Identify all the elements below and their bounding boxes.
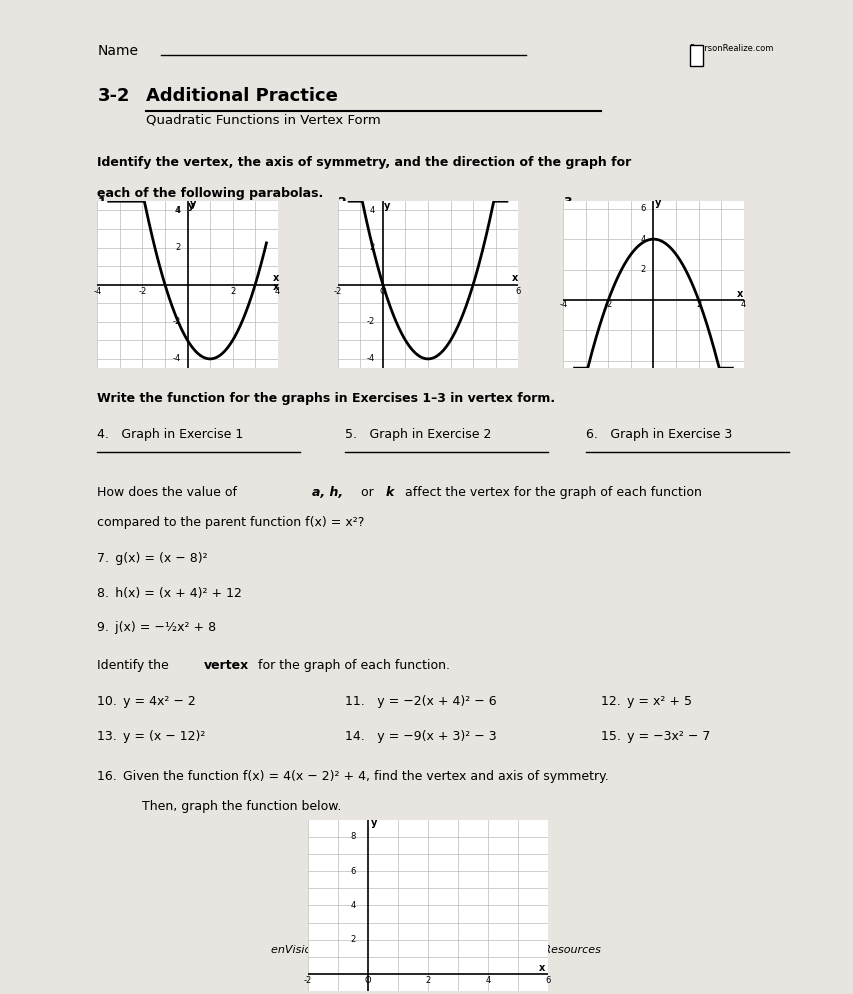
Text: 11. y = −2(x + 4)² − 6: 11. y = −2(x + 4)² − 6: [345, 696, 496, 709]
Text: -4: -4: [559, 300, 566, 309]
FancyBboxPatch shape: [689, 45, 702, 66]
Text: 10. y = 4x² − 2: 10. y = 4x² − 2: [97, 696, 196, 709]
Text: 4: 4: [176, 206, 181, 215]
Text: 2: 2: [369, 244, 374, 252]
Text: 7. g(x) = (x − 8)²: 7. g(x) = (x − 8)²: [97, 553, 208, 566]
Text: each of the following parabolas.: each of the following parabolas.: [97, 187, 323, 200]
Text: x: x: [736, 289, 742, 299]
Text: 4: 4: [174, 206, 179, 215]
Text: -2: -2: [366, 317, 374, 326]
Text: 2: 2: [351, 935, 356, 944]
Text: How does the value of: How does the value of: [97, 485, 241, 499]
Text: Then, graph the function below.: Then, graph the function below.: [142, 800, 341, 813]
Text: enVision® Integrated Mathematics II • Teaching Resources: enVision® Integrated Mathematics II • Te…: [270, 945, 600, 955]
Text: 2.: 2.: [338, 197, 351, 210]
Text: 4: 4: [740, 300, 746, 309]
Text: 16. Given the function f(x) = 4(x − 2)² + 4, find the vertex and axis of symmetr: 16. Given the function f(x) = 4(x − 2)² …: [97, 770, 608, 783]
Text: Additional Practice: Additional Practice: [146, 86, 338, 104]
Text: 6. Graph in Exercise 3: 6. Graph in Exercise 3: [585, 428, 731, 441]
Text: 14. y = −9(x + 3)² − 3: 14. y = −9(x + 3)² − 3: [345, 730, 496, 743]
Text: affect the vertex for the graph of each function: affect the vertex for the graph of each …: [401, 485, 701, 499]
Text: O: O: [364, 976, 371, 985]
Text: Identify the vertex, the axis of symmetry, and the direction of the graph for: Identify the vertex, the axis of symmetr…: [97, 156, 631, 169]
Text: 4: 4: [485, 976, 490, 985]
Text: vertex: vertex: [204, 659, 249, 672]
Text: -2: -2: [604, 300, 612, 309]
Text: k: k: [385, 485, 393, 499]
Text: 6: 6: [640, 205, 645, 214]
Text: Name: Name: [97, 44, 138, 58]
Text: Write the function for the graphs in Exercises 1–3 in vertex form.: Write the function for the graphs in Exe…: [97, 392, 554, 405]
Text: -4: -4: [93, 287, 102, 296]
Text: for the graph of each function.: for the graph of each function.: [253, 659, 450, 672]
Text: -2: -2: [304, 976, 311, 985]
Text: 3-2: 3-2: [97, 86, 130, 104]
Text: or: or: [357, 485, 377, 499]
Text: y: y: [189, 199, 196, 209]
Text: 2: 2: [695, 300, 700, 309]
Text: 2: 2: [640, 265, 645, 274]
Text: 3.: 3.: [563, 197, 576, 210]
Text: compared to the parent function f(x) = x²?: compared to the parent function f(x) = x…: [97, 516, 364, 529]
Text: 4: 4: [275, 287, 280, 296]
Text: -4: -4: [172, 355, 181, 364]
Text: 8. h(x) = (x + 4)² + 12: 8. h(x) = (x + 4)² + 12: [97, 586, 242, 599]
Text: 2: 2: [229, 287, 235, 296]
Text: 6: 6: [350, 867, 356, 876]
Text: -2: -2: [172, 317, 181, 326]
Text: y: y: [370, 818, 377, 828]
Text: 5. Graph in Exercise 2: 5. Graph in Exercise 2: [345, 428, 491, 441]
Text: 9. j(x) = −½x² + 8: 9. j(x) = −½x² + 8: [97, 621, 216, 634]
Text: 4: 4: [640, 235, 645, 244]
Text: 6: 6: [545, 976, 550, 985]
Text: 2: 2: [425, 976, 430, 985]
Text: 8: 8: [350, 832, 356, 841]
Text: 6: 6: [515, 287, 520, 296]
Text: x: x: [511, 273, 517, 283]
Text: O: O: [380, 287, 386, 296]
Text: 2: 2: [176, 244, 181, 252]
Text: -2: -2: [138, 287, 147, 296]
Text: 15. y = −3x² − 7: 15. y = −3x² − 7: [601, 730, 710, 743]
Text: x: x: [273, 273, 279, 283]
Text: 12. y = x² + 5: 12. y = x² + 5: [601, 696, 691, 709]
Text: 4: 4: [369, 206, 374, 215]
Text: -4: -4: [366, 355, 374, 364]
Text: a, h,: a, h,: [311, 485, 342, 499]
Text: 4: 4: [351, 901, 356, 910]
Text: 13. y = (x − 12)²: 13. y = (x − 12)²: [97, 730, 206, 743]
Text: y: y: [188, 201, 194, 211]
Text: y: y: [654, 198, 660, 208]
Text: x: x: [273, 282, 279, 292]
Text: PearsonRealize.com: PearsonRealize.com: [688, 44, 773, 53]
Text: Quadratic Functions in Vertex Form: Quadratic Functions in Vertex Form: [146, 113, 380, 126]
Text: 4. Graph in Exercise 1: 4. Graph in Exercise 1: [97, 428, 243, 441]
Text: x: x: [538, 962, 545, 973]
Text: Identify the: Identify the: [97, 659, 173, 672]
Text: -2: -2: [334, 287, 341, 296]
Text: y: y: [384, 201, 390, 211]
Text: 1.: 1.: [97, 197, 111, 210]
